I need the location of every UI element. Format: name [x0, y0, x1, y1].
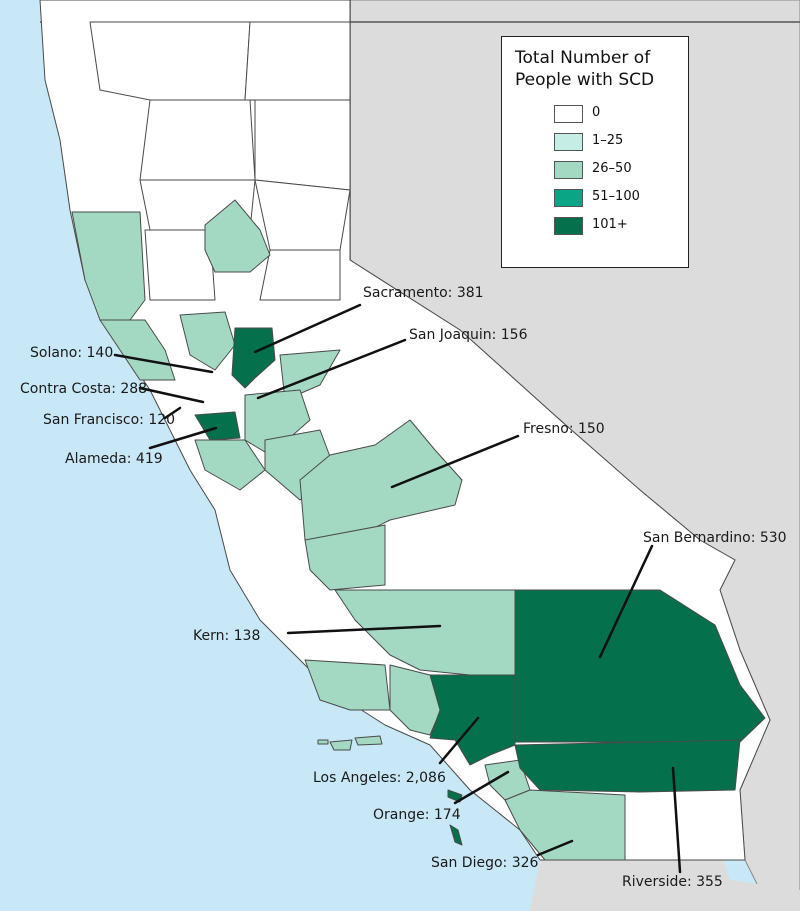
leader-san-diego: [536, 839, 574, 857]
label-san-bernardino: San Bernardino: 530: [643, 530, 787, 546]
leader-riverside: [671, 766, 682, 874]
leader-orange: [453, 770, 510, 805]
legend-swatch-1: [554, 133, 583, 151]
county-north-1: [89, 21, 251, 101]
county-san-bernardino: [514, 589, 766, 743]
mexico: [530, 850, 800, 911]
legend-swatch-0: [554, 105, 583, 123]
island-catalina: [447, 789, 463, 803]
label-alameda: Alameda: 419: [65, 451, 163, 467]
leader-kern: [286, 624, 442, 635]
map-legend: Total Number of People with SCD 0 1–25 2…: [501, 36, 689, 268]
county-north-7: [144, 229, 216, 301]
legend-title: Total Number of People with SCD: [515, 47, 685, 91]
county-santa-barbara: [304, 659, 391, 711]
county-santa-clara: [194, 439, 266, 491]
legend-label-3: 51–100: [592, 189, 640, 204]
label-san-joaquin: San Joaquin: 156: [409, 327, 528, 343]
leader-sacramento: [253, 303, 362, 354]
county-kings-tulare: [304, 524, 386, 591]
legend-label-4: 101+: [592, 217, 628, 232]
legend-label-0: 0: [592, 105, 601, 120]
county-yolo: [179, 311, 236, 371]
legend-title-line-2: People with SCD: [515, 70, 655, 90]
leader-san-francisco: [163, 406, 182, 420]
leader-solano: [113, 353, 214, 374]
leader-contra-costa: [138, 386, 205, 404]
label-riverside: Riverside: 355: [622, 874, 723, 890]
county-sacramento: [231, 327, 276, 389]
county-san-diego: [504, 789, 626, 861]
legend-label-1: 1–25: [592, 133, 624, 148]
label-kern: Kern: 138: [193, 628, 260, 644]
legend-swatch-3: [554, 189, 583, 207]
county-plumas: [204, 199, 271, 273]
legend-swatch-2: [554, 161, 583, 179]
label-orange: Orange: 174: [373, 807, 461, 823]
county-north-2: [244, 21, 351, 101]
leader-san-bernardino: [598, 544, 654, 659]
legend-swatch-4: [554, 217, 583, 235]
island-santa-cruz: [354, 735, 383, 746]
county-sonoma: [99, 319, 176, 381]
label-san-francisco: San Francisco: 120: [43, 412, 175, 428]
leader-san-joaquin: [256, 338, 407, 400]
county-north-3: [139, 99, 256, 181]
county-north-4: [254, 99, 351, 191]
county-north-6: [254, 179, 351, 251]
label-sacramento: Sacramento: 381: [363, 285, 484, 301]
leader-los-angeles: [438, 716, 480, 765]
county-riverside: [514, 739, 741, 793]
label-fresno: Fresno: 150: [523, 421, 605, 437]
legend-title-line-1: Total Number of: [515, 48, 651, 68]
label-solano: Solano: 140: [30, 345, 113, 361]
county-north-8: [259, 249, 341, 301]
island-san-miguel: [317, 739, 329, 745]
island-santa-rosa: [329, 739, 353, 751]
county-humboldt-coast: [71, 211, 146, 321]
label-san-diego: San Diego: 326: [431, 855, 539, 871]
label-los-angeles: Los Angeles: 2,086: [313, 770, 446, 786]
island-san-clemente: [449, 824, 463, 846]
label-contra-costa: Contra Costa: 288: [20, 381, 147, 397]
county-placer-area: [279, 349, 341, 401]
legend-label-2: 26–50: [592, 161, 632, 176]
leader-fresno: [390, 434, 520, 489]
leader-alameda: [148, 426, 218, 450]
